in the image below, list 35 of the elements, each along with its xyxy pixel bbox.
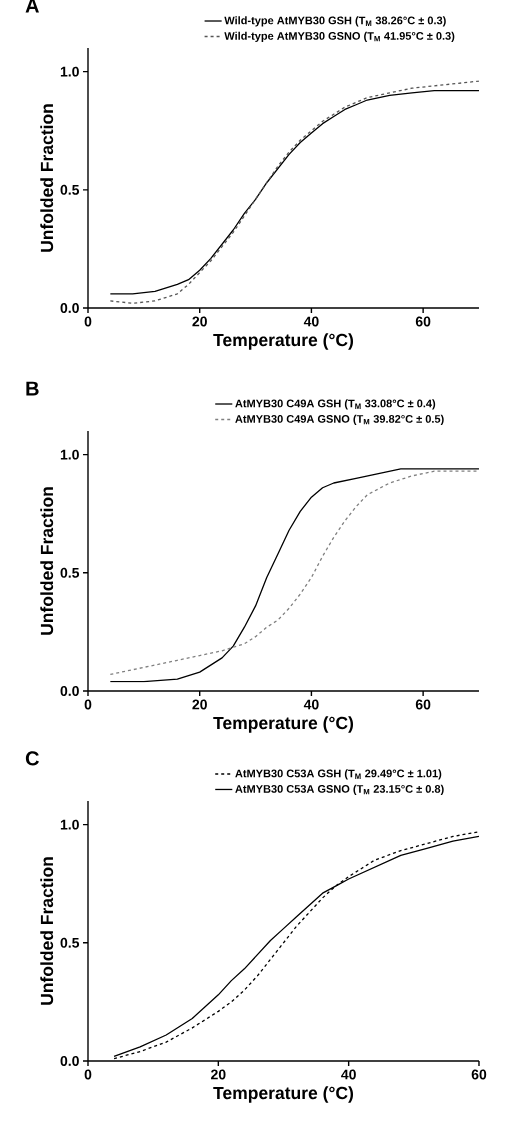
- y-tick-label: 1.0: [60, 449, 79, 460]
- x-tick-label: 60: [471, 1069, 487, 1080]
- legend-label: AtMYB30 C49A GSNO (T$_{M}$ 39.82°C ± 0.5): [235, 414, 444, 425]
- y-axis-title: Unfolded Fraction: [40, 487, 54, 635]
- x-tick-label: 0: [84, 699, 92, 710]
- x-axis-title: Temperature (°C): [213, 1086, 354, 1103]
- y-tick-label: 0.5: [60, 567, 80, 578]
- legend-label: AtMYB30 C53A GSNO (T$_{M}$ 23.15°C ± 0.8): [235, 784, 444, 795]
- x-tick-label: 20: [192, 316, 207, 327]
- legend-label: AtMYB30 C53A GSH (T$_{M}$ 29.49°C ± 1.01): [235, 769, 442, 780]
- y-axis-title: Unfolded Fraction: [40, 857, 54, 1005]
- legend-label: AtMYB30 C49A GSH (T$_{M}$ 33.08°C ± 0.4): [235, 399, 436, 410]
- y-tick-label: 0.5: [60, 184, 80, 195]
- x-tick-label: 0: [84, 1069, 92, 1080]
- y-tick-label: 0.0: [60, 686, 79, 696]
- y-axis-title: Unfolded Fraction: [40, 104, 54, 252]
- chart-title: B: [26, 381, 39, 396]
- x-tick-label: 40: [303, 699, 319, 710]
- x-tick-label: 0: [84, 316, 92, 327]
- x-tick-label: 40: [341, 1069, 356, 1080]
- x-axis-title: Temperature (°C): [213, 333, 354, 350]
- x-tick-label: 60: [415, 699, 431, 710]
- legend-label: Wild-type AtMYB30 GSNO (T$_{M}$ 41.95°C ± 0.3): [224, 31, 455, 42]
- y-tick-label: 1.0: [60, 819, 79, 830]
- y-tick-label: 0.0: [60, 1056, 79, 1066]
- chart-title: C: [25, 751, 39, 766]
- y-tick-label: 0.0: [60, 303, 79, 313]
- y-tick-label: 0.5: [60, 937, 80, 948]
- x-tick-label: 40: [303, 316, 319, 327]
- x-tick-label: 60: [415, 316, 431, 327]
- y-tick-label: 1.0: [60, 66, 79, 77]
- x-tick-label: 20: [211, 1069, 226, 1080]
- x-axis-title: Temperature (°C): [213, 716, 354, 733]
- x-tick-label: 20: [192, 699, 207, 710]
- legend-label: Wild-type AtMYB30 GSH (T$_{M}$ 38.26°C ± 0.3): [224, 16, 446, 27]
